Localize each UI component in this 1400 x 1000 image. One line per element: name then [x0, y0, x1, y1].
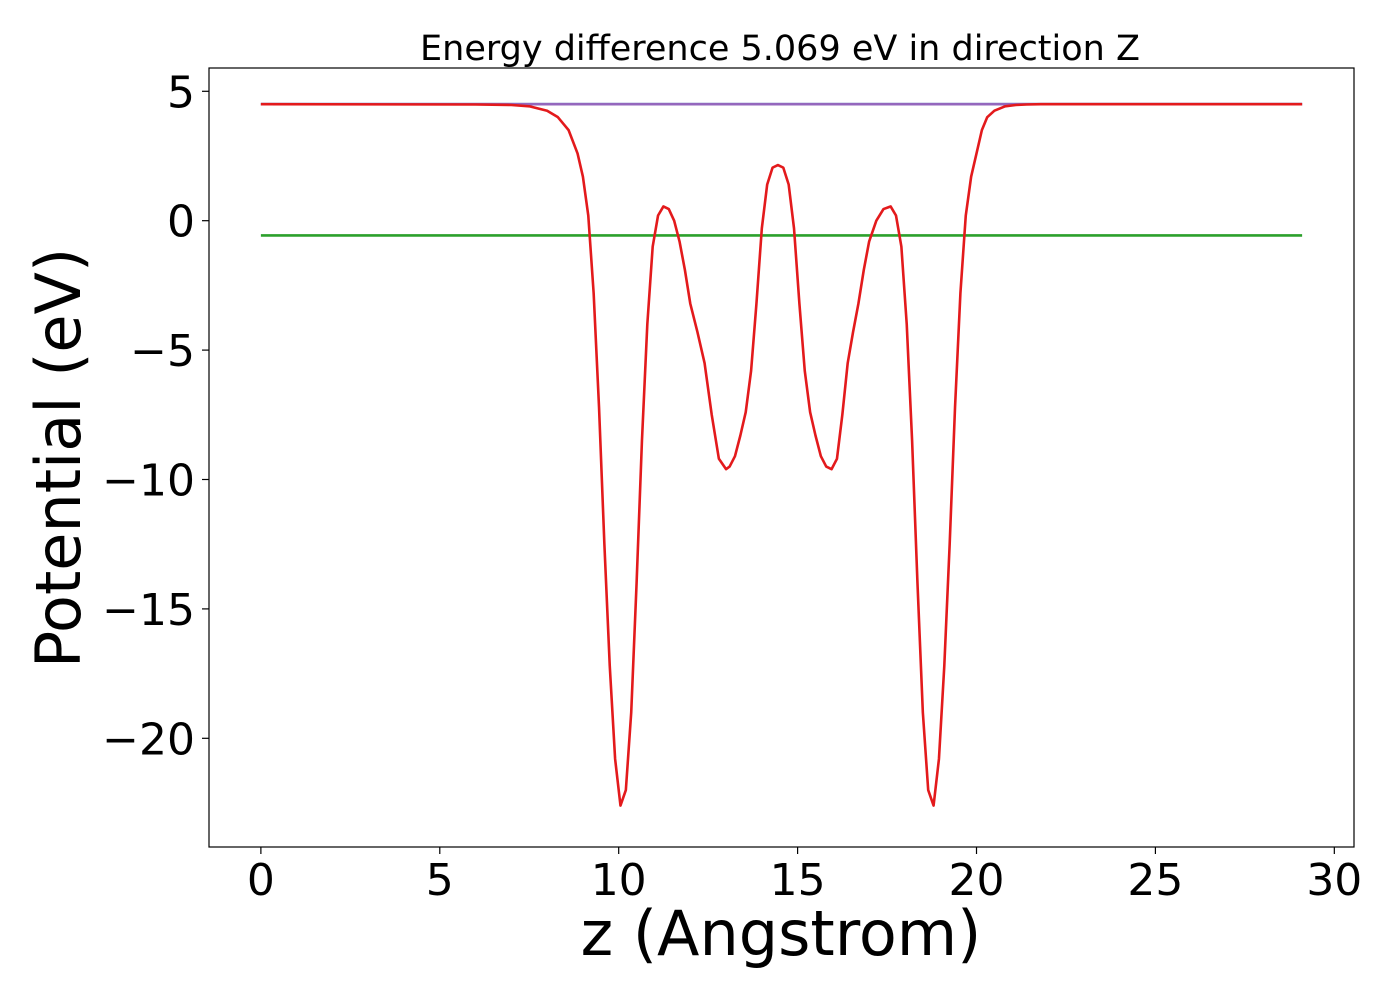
y-axis-ticks: 5 0 −5 −10 −15 −20 [102, 67, 209, 765]
x-tick-label: 20 [949, 855, 1005, 906]
x-axis-ticks: 0 5 10 15 20 25 30 [247, 847, 1362, 906]
x-tick-label: 10 [591, 855, 647, 906]
y-tick-label: −10 [102, 455, 195, 506]
x-axis-label: z (Angstrom) [581, 897, 982, 970]
plot-area-frame [208, 67, 1355, 848]
series-line-planar-potential [260, 102, 1303, 807]
y-axis-label: Potential (eV) [22, 248, 95, 668]
x-tick-label: 25 [1127, 855, 1183, 906]
y-tick-label: −5 [130, 326, 195, 377]
chart-title: Energy difference 5.069 eV in direction … [420, 29, 1140, 69]
x-tick-label: 30 [1306, 855, 1362, 906]
x-tick-label: 0 [247, 855, 275, 906]
plot-series-group [260, 102, 1303, 807]
y-tick-label: 0 [167, 197, 195, 248]
x-tick-label: 15 [770, 855, 826, 906]
y-tick-label: −15 [102, 585, 195, 636]
y-tick-label: −20 [102, 714, 195, 765]
x-tick-label: 5 [426, 855, 454, 906]
y-tick-label: 5 [167, 67, 195, 118]
